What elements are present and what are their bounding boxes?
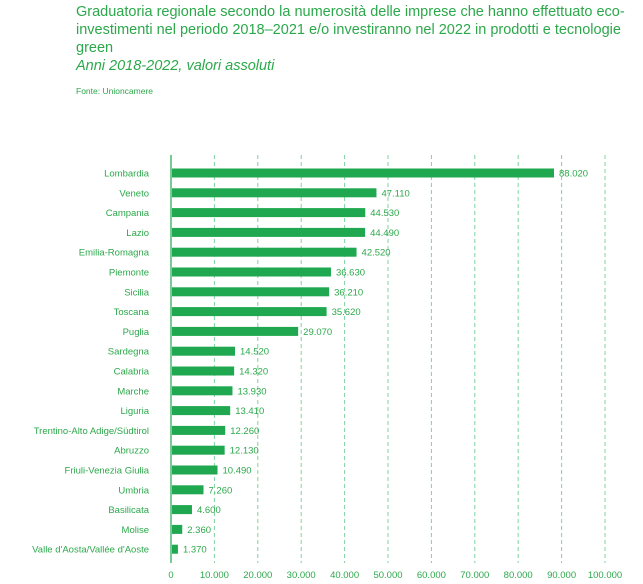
- category-label: Calabria: [114, 367, 150, 378]
- bar: [172, 208, 366, 218]
- category-label: Abruzzo: [114, 446, 149, 457]
- bar: [172, 287, 330, 297]
- chart-source: Fonte: Unioncamere: [76, 86, 154, 96]
- value-label: 10.490: [223, 466, 252, 477]
- value-label: 14.520: [240, 347, 269, 358]
- category-label: Liguria: [120, 406, 149, 417]
- value-label: 36.210: [334, 287, 363, 298]
- x-tick-label: 70.000: [460, 570, 489, 581]
- bar: [172, 465, 218, 475]
- value-label: 12.260: [230, 426, 259, 437]
- value-label: 7.260: [209, 485, 233, 496]
- bar: [172, 524, 183, 534]
- bar: [172, 505, 192, 515]
- category-label: Umbria: [118, 485, 149, 496]
- bar: [172, 227, 366, 237]
- chart-subtitle: Anni 2018-2022, valori assoluti: [76, 58, 275, 74]
- value-label: 47.110: [381, 188, 409, 199]
- category-label: Valle d'Aosta/Vallée d'Aoste: [32, 545, 149, 556]
- bar: [172, 188, 377, 198]
- category-label: Piemonte: [109, 268, 149, 279]
- x-tick-label: 60.000: [417, 570, 446, 581]
- bar: [172, 247, 357, 257]
- value-label: 42.520: [362, 248, 391, 259]
- bar: [172, 544, 178, 554]
- x-tick-label: 30.000: [287, 570, 316, 581]
- value-label: 1.370: [183, 545, 207, 556]
- x-tick-label: 50.000: [373, 570, 402, 581]
- value-label: 4.600: [197, 505, 221, 516]
- bar: [172, 326, 299, 336]
- category-label: Marche: [117, 386, 149, 397]
- category-label: Emilia-Romagna: [79, 248, 150, 259]
- category-label: Lombardia: [104, 169, 150, 180]
- bar: [172, 485, 204, 495]
- chart-title-block: Graduatoria regionale secondo la numeros…: [76, 3, 636, 75]
- value-label: 12.130: [230, 446, 259, 457]
- bar: [172, 267, 331, 277]
- value-label: 88.020: [559, 169, 588, 180]
- category-label: Molise: [122, 525, 149, 536]
- category-label: Basilicata: [108, 505, 149, 516]
- category-label: Friuli-Venezia Giulia: [65, 466, 150, 477]
- bar: [172, 307, 327, 317]
- value-label: 14.320: [239, 367, 268, 378]
- value-label: 36.630: [336, 268, 365, 279]
- x-tick-label: 100.000: [588, 570, 622, 581]
- x-tick-label: 20.000: [243, 570, 272, 581]
- value-label: 13.930: [237, 386, 266, 397]
- x-tick-label: 10.000: [200, 570, 229, 581]
- category-label: Sicilia: [124, 287, 150, 298]
- bar: [172, 425, 226, 435]
- bar: [172, 445, 225, 455]
- x-tick-label: 80.000: [504, 570, 533, 581]
- value-label: 44.530: [370, 208, 399, 219]
- value-label: 29.070: [303, 327, 332, 338]
- category-label: Veneto: [119, 188, 149, 199]
- bar: [172, 366, 235, 376]
- value-label: 44.490: [370, 228, 399, 239]
- category-label: Campania: [106, 208, 150, 219]
- category-label: Lazio: [126, 228, 149, 239]
- category-label: Toscana: [114, 307, 150, 318]
- category-label: Puglia: [123, 327, 150, 338]
- value-label: 2.360: [187, 525, 211, 536]
- bar: [172, 346, 236, 356]
- x-tick-label: 40.000: [330, 570, 359, 581]
- value-label: 35.620: [332, 307, 361, 318]
- category-label: Trentino-Alto Adige/Südtirol: [34, 426, 149, 437]
- bar: [172, 406, 231, 416]
- bar: [172, 386, 233, 396]
- x-tick-label: 0: [168, 570, 173, 581]
- chart-title: Graduatoria regionale secondo la numeros…: [76, 4, 625, 56]
- category-label: Sardegna: [108, 347, 150, 358]
- value-label: 13.410: [235, 406, 264, 417]
- bar: [172, 168, 555, 178]
- x-tick-label: 90.000: [547, 570, 576, 581]
